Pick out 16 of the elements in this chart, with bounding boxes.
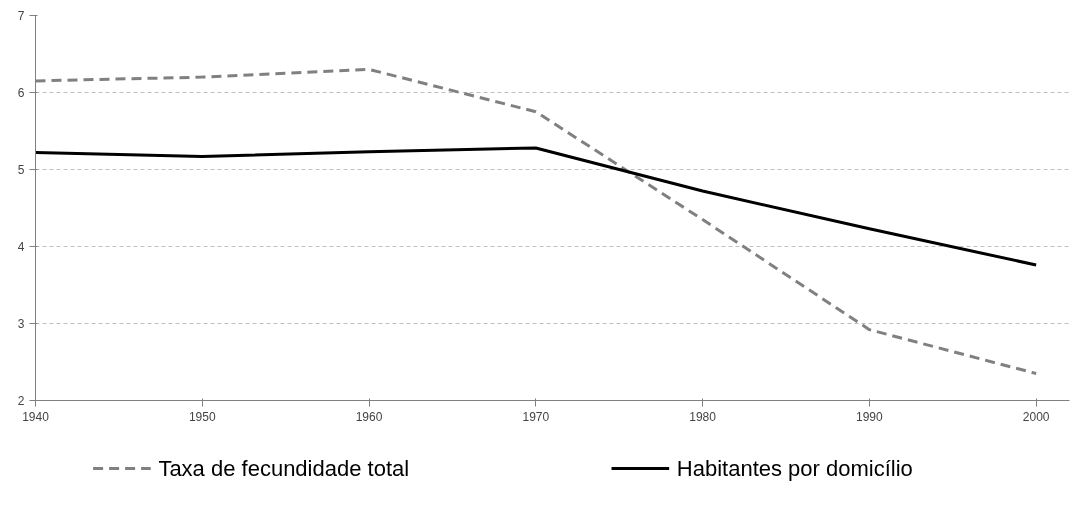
y-tick-label: 3 (17, 317, 25, 331)
y-tick-label: 7 (17, 9, 25, 23)
line-series (35, 146, 1038, 267)
x-tick-label: 2000 (1022, 409, 1050, 424)
x-tick-label: 1940 (22, 409, 50, 424)
x-tick-label: 1950 (188, 409, 216, 424)
y-tick-label: 2 (17, 394, 25, 408)
legend-label: Taxa de fecundidade total (158, 456, 410, 481)
x-tick-label: 1960 (355, 409, 383, 424)
x-tick-label: 1970 (522, 409, 550, 424)
x-tick-label: 1990 (856, 409, 884, 424)
legend-label: Habitantes por domicílio (676, 456, 913, 481)
x-tick-label: 1980 (689, 409, 717, 424)
y-tick-label: 5 (17, 163, 25, 177)
y-tick-label: 6 (17, 86, 25, 100)
y-tick-label: 4 (17, 240, 25, 254)
